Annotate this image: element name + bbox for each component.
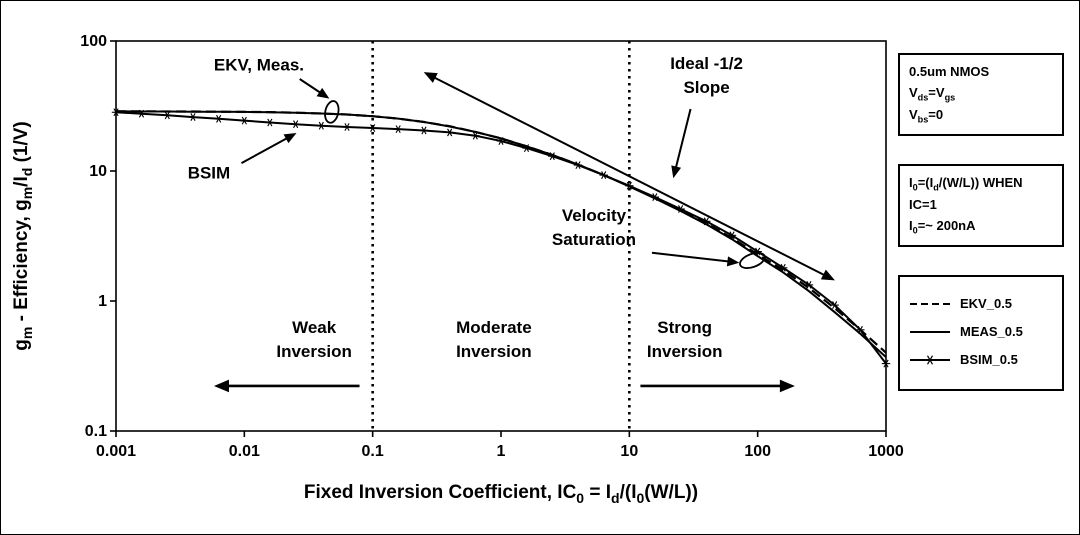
annotation-ekv-meas-text: EKV, Meas.	[214, 55, 304, 74]
legend-item-BSIM_0.5: BSIM_0.5	[909, 350, 1053, 371]
region-strong-inversion-arrow	[640, 379, 795, 393]
region-weak-inversion: Weak Inversion	[276, 318, 352, 361]
x-axis-tick-label: 0.1	[362, 443, 384, 460]
legend-item-MEAS_0.5: MEAS_0.5	[909, 322, 1053, 343]
legend-label: EKV_0.5	[960, 296, 1013, 311]
legend-line-sample-solid	[910, 331, 950, 334]
ideal-slope-line	[423, 72, 835, 281]
region-strong-inversion-text: Strong	[657, 318, 712, 337]
y-axis-title: gm - Efficiency, gm/Id (1/V)	[11, 121, 35, 351]
x-axis-title: Fixed Inversion Coefficient, IC0 = Id/(I…	[304, 482, 698, 506]
x-axis-tick-label: 0.01	[229, 443, 260, 460]
annotation-ideal-slope-text: Slope	[683, 78, 729, 97]
annotation-velocity-saturation: Velocity Saturation	[552, 206, 636, 249]
x-axis-tick-label: 0.001	[96, 443, 136, 460]
region-weak-inversion-text: Weak	[292, 318, 337, 337]
legend-box: EKV_0.5 MEAS_0.5 BSIM_0.5	[898, 275, 1064, 391]
device-line-1: 0.5um NMOS	[909, 64, 990, 79]
y-axis-tick-label: 0.1	[85, 423, 107, 440]
annotation-velocity-saturation-text: Velocity	[562, 206, 627, 225]
device-info-box: 0.5um NMOS Vds=Vgs Vbs=0	[898, 53, 1064, 137]
annotation-ekv-meas: EKV, Meas.	[214, 55, 304, 74]
y-axis-tick-label: 100	[80, 33, 107, 50]
device-line-2: Vds=Vgs	[909, 84, 956, 103]
plot-border	[115, 40, 887, 432]
annotation-velocity-saturation-text: Saturation	[552, 230, 636, 249]
legend-label: BSIM_0.5	[960, 351, 1018, 367]
annotation-bsim-arrow	[240, 133, 297, 164]
annotation-ekv-meas-arrow	[299, 78, 330, 99]
device-line-3: Vbs=0	[909, 106, 944, 125]
current-line-2: IC=1	[909, 197, 937, 213]
x-axis-tick-label: 1000	[868, 443, 904, 460]
region-weak-inversion-text: Inversion	[276, 342, 352, 361]
current-line-1: I0=(Id/(W/L)) WHEN	[909, 175, 1023, 193]
legend-line-sample-solid-star	[910, 355, 950, 365]
highlight-ellipse-1	[324, 100, 340, 124]
y-axis-tick-label: 10	[89, 163, 107, 180]
annotation-bsim: BSIM	[188, 164, 231, 183]
legend-label: MEAS_0.5	[960, 323, 1023, 339]
curve-EKV_0.5	[116, 110, 887, 354]
x-axis-tick-label: 100	[744, 443, 771, 460]
legend-line-sample-dashed	[910, 303, 950, 306]
region-weak-inversion-arrow	[213, 379, 360, 393]
region-strong-inversion-text: Inversion	[647, 342, 723, 361]
region-moderate-inversion-text: Inversion	[456, 342, 532, 361]
current-line-3: I0=~ 200nA	[909, 217, 976, 236]
x-axis-tick-label: 10	[620, 443, 638, 460]
annotation-bsim-text: BSIM	[188, 164, 231, 183]
annotation-ideal-slope-text: Ideal -1/2	[670, 54, 743, 73]
highlight-ellipse-2	[739, 252, 766, 269]
annotation-ideal-slope: Ideal -1/2 Slope	[670, 54, 743, 97]
current-info-box: I0=(Id/(W/L)) WHEN IC=1 I0=~ 200nA	[898, 164, 1064, 248]
x-axis-tick-label: 1	[497, 443, 506, 460]
legend-item-EKV_0.5: EKV_0.5	[909, 294, 1053, 315]
y-axis-tick-label: 1	[98, 293, 107, 310]
region-strong-inversion: Strong Inversion	[647, 318, 723, 361]
annotation-ideal-slope-arrow	[671, 108, 692, 179]
region-moderate-inversion-text: Moderate	[456, 318, 532, 337]
region-moderate-inversion: Moderate Inversion	[456, 318, 532, 361]
annotation-velocity-saturation-arrow	[651, 251, 740, 267]
